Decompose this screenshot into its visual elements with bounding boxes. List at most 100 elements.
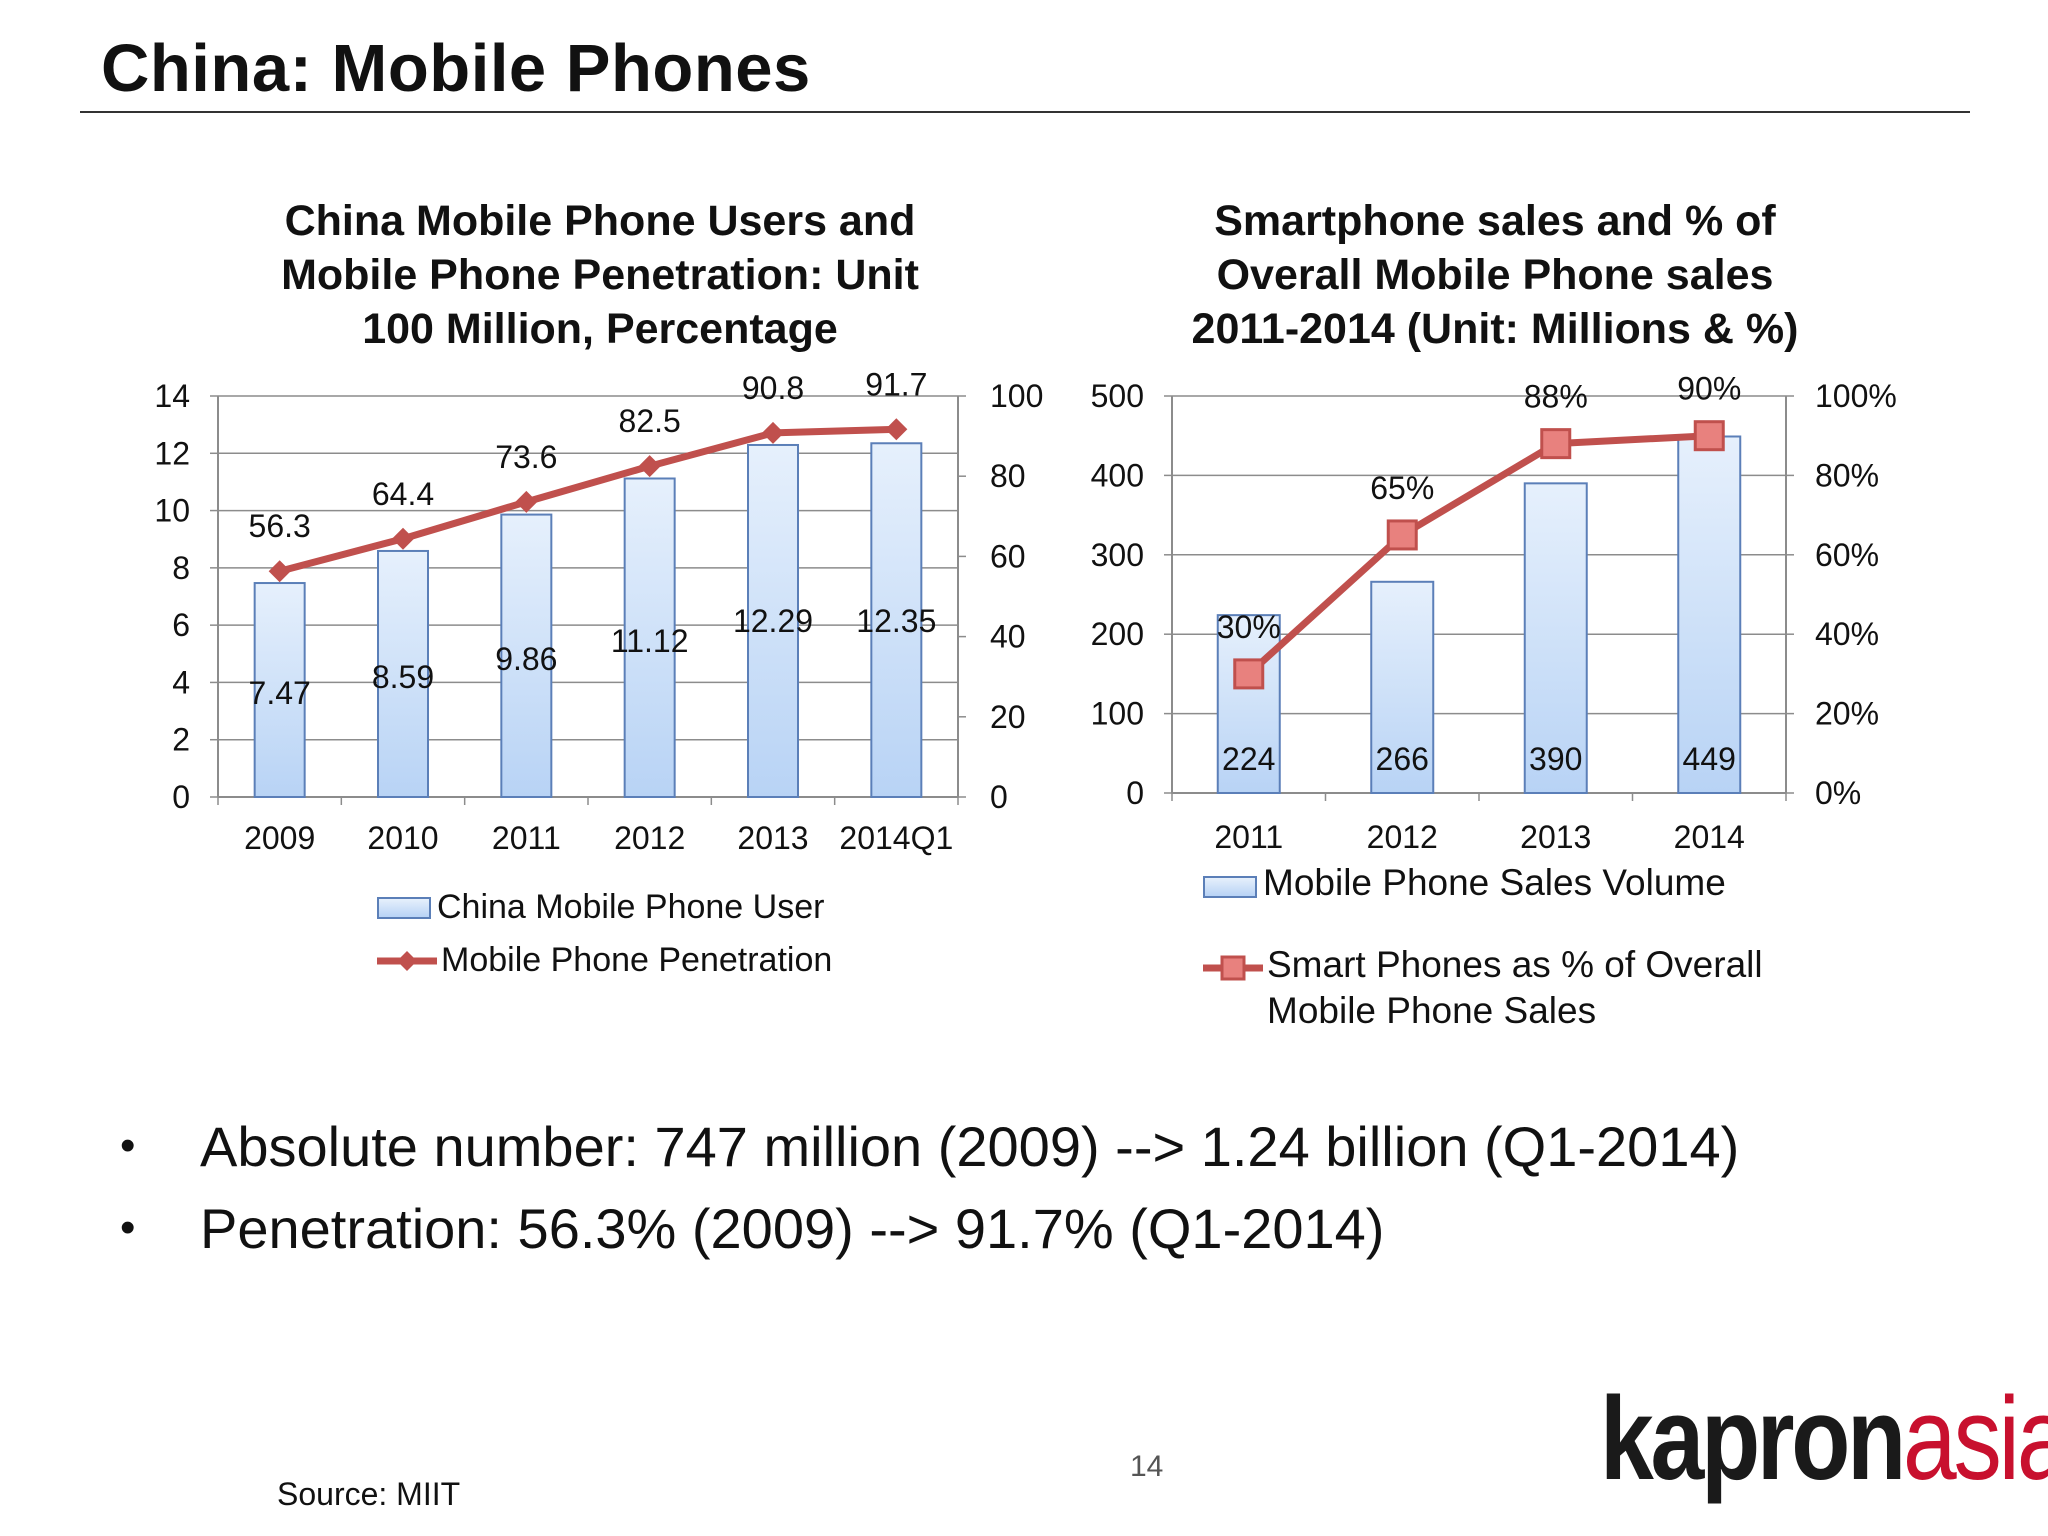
bar (377, 549, 429, 799)
y-left-tick-label: 4 (172, 664, 190, 700)
title-divider (80, 111, 1970, 113)
bullet-text: Absolute number: 747 million (2009) --> … (200, 1114, 1740, 1178)
chart1-legend-item-penetration: Mobile Phone Penetration (377, 941, 832, 981)
bar-data-label: 449 (1683, 741, 1736, 777)
bar-swatch-icon (377, 897, 431, 919)
legend-label: Smart Phones as % of Overall Mobile Phon… (1267, 942, 1763, 1034)
chart1-legend-item-users: China Mobile Phone User (377, 888, 832, 927)
chart1-legend: China Mobile Phone User Mobile Phone Pen… (377, 888, 832, 981)
line-data-label: 88% (1524, 379, 1588, 415)
y-right-tick-label: 0 (990, 779, 1008, 815)
bar (253, 582, 306, 798)
bar-data-label: 11.12 (611, 623, 689, 659)
bullet-item: • Absolute number: 747 million (2009) --… (120, 1105, 1739, 1187)
bar (1523, 482, 1588, 794)
x-tick-label: 2012 (614, 820, 685, 856)
line-data-label: 90.8 (742, 370, 804, 406)
y-left-tick-label: 100 (1091, 696, 1144, 732)
chart1-title-line: Mobile Phone Penetration: Unit (281, 251, 919, 299)
bar-swatch-icon (1203, 876, 1257, 898)
y-left-tick-label: 8 (172, 550, 190, 586)
y-right-tick-label: 0% (1815, 775, 1861, 811)
bar (747, 443, 799, 798)
bar-data-label: 12.29 (733, 603, 813, 639)
chart2-title: Smartphone sales and % of Overall Mobile… (1095, 194, 1895, 356)
x-tick-label: 2011 (1214, 819, 1283, 855)
y-left-tick-label: 200 (1091, 616, 1144, 652)
y-right-tick-label: 20% (1815, 696, 1879, 732)
y-right-tick-label: 80 (990, 458, 1026, 494)
y-left-tick-label: 300 (1091, 537, 1144, 573)
line-point (268, 560, 291, 583)
y-left-tick-label: 500 (1091, 378, 1144, 414)
bar-data-label: 12.35 (856, 603, 936, 639)
y-left-tick-label: 12 (154, 435, 190, 471)
legend-label-line: Mobile Phone Sales (1267, 990, 1597, 1031)
bullet-text: Penetration: 56.3% (2009) --> 91.7% (Q1-… (200, 1196, 1385, 1260)
page-number: 14 (1130, 1450, 1164, 1483)
line-data-label: 91.7 (865, 366, 927, 402)
y-right-tick-label: 60% (1815, 537, 1879, 573)
source-note: Source: MIIT (277, 1476, 461, 1512)
line-point (1540, 428, 1572, 460)
chart2-legend-item-smartphone-pct: Smart Phones as % of Overall Mobile Phon… (1203, 942, 1763, 1034)
line-point (515, 490, 538, 513)
bullet-item: • Penetration: 56.3% (2009) --> 91.7% (Q… (120, 1187, 1739, 1269)
bullet-glyph: • (120, 1121, 136, 1170)
bar (1370, 580, 1435, 795)
bar-data-label: 7.47 (249, 675, 311, 711)
chart2-title-line: Smartphone sales and % of (1214, 197, 1776, 245)
line-point (1233, 658, 1265, 690)
line-point (638, 455, 661, 478)
bar (1216, 614, 1281, 794)
line-data-label: 65% (1370, 470, 1434, 506)
y-right-tick-label: 80% (1815, 457, 1879, 493)
y-left-tick-label: 14 (154, 378, 190, 414)
x-tick-label: 2013 (1520, 819, 1591, 855)
bar (870, 442, 923, 798)
y-right-tick-label: 40 (990, 619, 1026, 655)
legend-label: Mobile Phone Sales Volume (1263, 862, 1726, 903)
y-right-tick-label: 100% (1815, 378, 1897, 414)
x-tick-label: 2013 (737, 820, 808, 856)
x-tick-label: 2014Q1 (839, 820, 953, 856)
bullet-glyph: • (120, 1203, 136, 1252)
y-left-tick-label: 10 (154, 493, 190, 529)
line-point (885, 418, 908, 441)
chart1-title: China Mobile Phone Users and Mobile Phon… (170, 194, 1030, 356)
line-diamond-swatch-icon (377, 951, 437, 971)
bar-data-label: 224 (1222, 741, 1275, 777)
slide-title: China: Mobile Phones (101, 31, 811, 106)
bar-data-label: 8.59 (372, 659, 434, 695)
x-tick-label: 2010 (367, 820, 438, 856)
chart2-title-line: 2011-2014 (Unit: Millions & %) (1191, 305, 1799, 353)
bar (623, 477, 676, 798)
bar (500, 513, 553, 798)
line-data-label: 56.3 (249, 508, 311, 544)
bar-data-label: 390 (1529, 741, 1582, 777)
series-line (278, 425, 897, 575)
line-point (392, 527, 414, 550)
x-tick-label: 2011 (492, 820, 561, 856)
line-point (762, 421, 784, 444)
brand-logo: kapronasia (1600, 1380, 2048, 1498)
y-right-tick-label: 40% (1815, 616, 1879, 652)
bar-data-label: 9.86 (495, 641, 557, 677)
bar-data-label: 266 (1376, 741, 1429, 777)
y-left-tick-label: 0 (172, 779, 190, 815)
y-left-tick-label: 6 (172, 607, 190, 643)
logo-text-asia: asia (1902, 1373, 2048, 1505)
y-left-tick-label: 2 (172, 722, 190, 758)
bar (1677, 435, 1742, 794)
line-square-swatch-icon (1203, 955, 1263, 981)
y-left-tick-label: 0 (1126, 775, 1144, 811)
chart2-title-line: Overall Mobile Phone sales (1216, 251, 1774, 299)
line-data-label: 82.5 (619, 403, 681, 439)
y-right-tick-label: 20 (990, 699, 1026, 735)
chart2-legend-item-volume: Mobile Phone Sales Volume (1203, 862, 1763, 904)
logo-text-kapron: kapron (1600, 1373, 1906, 1505)
line-data-label: 64.4 (372, 476, 434, 512)
line-data-label: 30% (1217, 609, 1281, 645)
x-tick-label: 2014 (1674, 819, 1745, 855)
chart1-title-line: China Mobile Phone Users and (284, 197, 916, 245)
